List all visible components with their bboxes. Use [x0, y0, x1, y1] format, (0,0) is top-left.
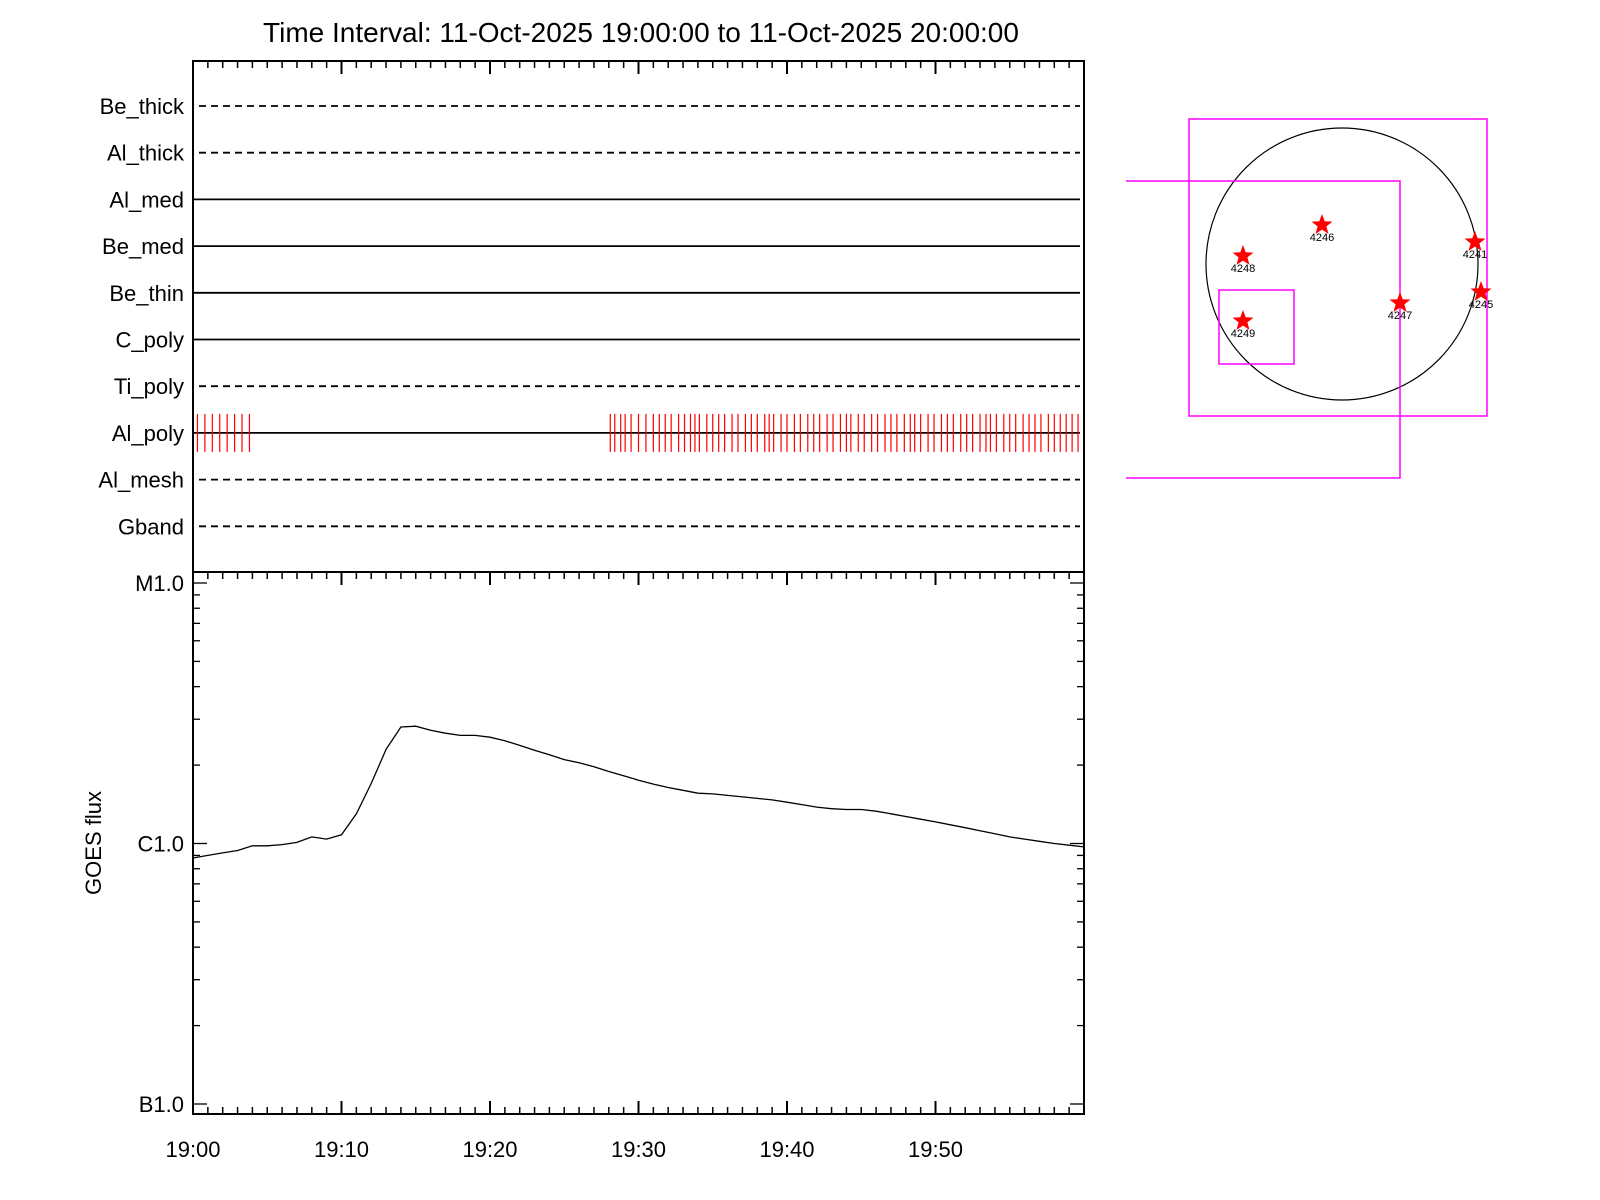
channel-label: Al_mesh: [98, 468, 184, 493]
channel-label: Al_poly: [112, 421, 184, 446]
x-tick-label: 19:10: [314, 1137, 369, 1162]
al-poly-events: [196, 413, 1079, 452]
channel-label: Be_thin: [109, 281, 184, 306]
chart-title: Time Interval: 11-Oct-2025 19:00:00 to 1…: [263, 17, 1019, 48]
goes-panel-ticks: [192, 572, 1085, 1114]
y-tick-label: M1.0: [135, 571, 184, 596]
x-tick-label: 19:40: [759, 1137, 814, 1162]
goes-panel-frame: [192, 571, 1085, 1115]
fov-small-box: [1218, 289, 1295, 365]
x-tick-label: 19:30: [611, 1137, 666, 1162]
time-tick-labels: 19:00 19:10 19:20 19:30 19:40 19:50: [165, 1137, 963, 1162]
fov-outer-box: [1188, 118, 1488, 417]
channel-labels: Be_thick Al_thick Al_med Be_med Be_thin C_pol…: [98, 94, 185, 539]
y-tick-label: B1.0: [139, 1092, 184, 1117]
channel-label: Be_thick: [100, 94, 185, 119]
region-star-icon: [1389, 292, 1411, 312]
channel-label: C_poly: [116, 328, 184, 353]
solar-limb: [1205, 127, 1479, 401]
region-label: 4248: [1231, 263, 1255, 275]
region-label: 4241: [1463, 249, 1487, 261]
channel-label: Gband: [118, 514, 184, 539]
x-tick-label: 19:00: [165, 1137, 220, 1162]
x-tick-label: 19:50: [908, 1137, 963, 1162]
region-label: 4247: [1388, 310, 1412, 322]
region-label: 4245: [1469, 299, 1493, 311]
solar-disk-map: 4241 4245 4246 4247 4248 4249: [1126, 118, 1493, 479]
region-label: 4246: [1310, 232, 1334, 244]
channel-label: Be_med: [102, 234, 184, 259]
region-star-icon: [1232, 310, 1254, 330]
goes-panel: M1.0C1.0B1.0 19:00 19:10 19:20 19:30 19:40 19…: [81, 571, 1085, 1162]
channel-lines: [193, 105, 1080, 528]
goes-flux-line: [192, 725, 1085, 859]
y-axis-label: GOES flux: [81, 791, 106, 895]
goes-y-tick-labels: M1.0 C1.0 B1.0: [135, 571, 184, 1117]
region-star-icon: [1311, 214, 1333, 234]
active-regions: 4241 4245 4246 4247 4248 4249: [1231, 214, 1493, 340]
region-star-icon: [1470, 281, 1492, 301]
channel-label: Ti_poly: [114, 374, 184, 399]
region-label: 4249: [1231, 328, 1255, 340]
y-tick-label: C1.0: [138, 832, 184, 857]
region-star-icon: [1232, 245, 1254, 265]
x-tick-label: 19:20: [462, 1137, 517, 1162]
fov-large-box: [1126, 180, 1401, 479]
channel-label: Al_thick: [107, 141, 185, 166]
channel-label: Al_med: [109, 187, 184, 212]
region-star-icon: [1464, 231, 1486, 251]
channel-panel: Be_thick Al_thick Al_med Be_med Be_thin C_pol…: [98, 60, 1085, 573]
channel-panel-ticks: [192, 61, 1085, 74]
channel-panel-frame: [192, 60, 1085, 573]
